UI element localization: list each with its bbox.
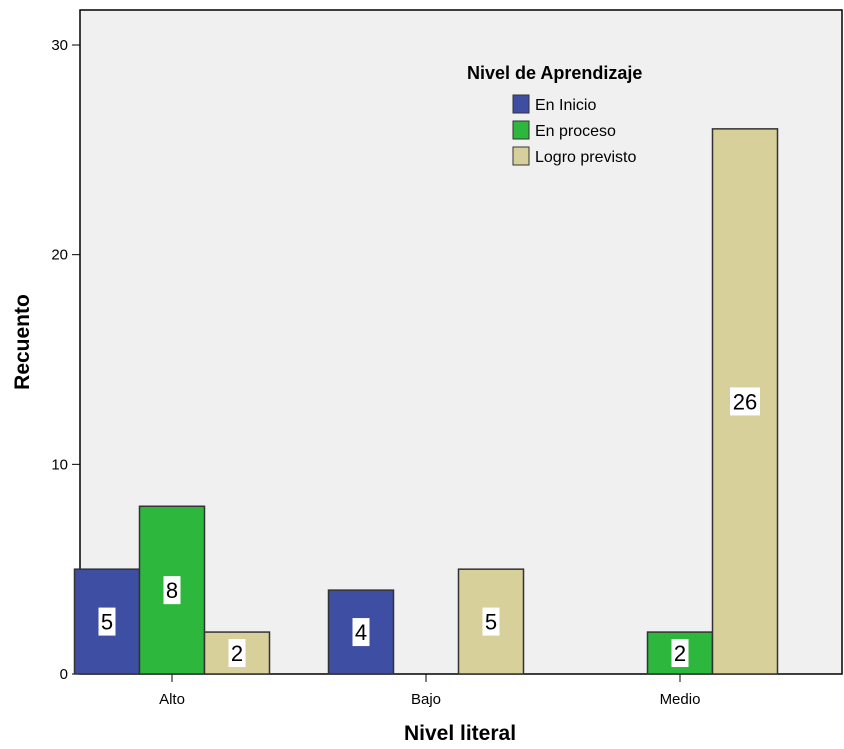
data-label: 26 xyxy=(733,389,757,414)
data-label-box xyxy=(98,607,116,636)
data-label: 5 xyxy=(485,610,497,635)
data-label: 4 xyxy=(355,620,367,645)
x-tick-label: Bajo xyxy=(411,691,441,708)
y-axis-title: Recuento xyxy=(11,294,34,390)
legend-swatch xyxy=(512,94,530,114)
data-label: 2 xyxy=(674,641,686,666)
legend: Nivel de Aprendizaje En Inicio En proceso… xyxy=(467,63,642,166)
bars-group xyxy=(73,128,779,675)
data-label: 8 xyxy=(166,578,178,603)
data-label-box xyxy=(352,618,370,647)
legend-swatch xyxy=(512,120,530,140)
legend-label: En proceso xyxy=(535,123,616,140)
y-tick-label: 0 xyxy=(60,666,68,683)
x-axis-title: Nivel literal xyxy=(404,722,516,745)
data-label: 2 xyxy=(231,641,243,666)
data-label-box xyxy=(482,607,500,636)
legend-title: Nivel de Aprendizaje xyxy=(467,63,642,83)
legend-swatch xyxy=(512,146,530,166)
data-label-box xyxy=(163,576,181,605)
data-label-box xyxy=(730,387,760,416)
y-tick-label: 10 xyxy=(51,456,68,473)
data-label-box xyxy=(671,639,689,668)
data-label-box xyxy=(228,639,246,668)
x-axis: Alto Bajo Medio xyxy=(159,674,700,708)
legend-label: En Inicio xyxy=(535,97,596,114)
data-label: 5 xyxy=(101,610,113,635)
y-tick-label: 30 xyxy=(51,37,68,54)
data-labels-group: 5 8 2 4 5 2 26 xyxy=(98,387,760,668)
x-tick-label: Alto xyxy=(159,691,185,708)
legend-label: Logro previsto xyxy=(535,149,636,166)
bar xyxy=(711,128,779,675)
x-tick-label: Medio xyxy=(660,691,701,708)
y-tick-label: 20 xyxy=(51,247,68,264)
